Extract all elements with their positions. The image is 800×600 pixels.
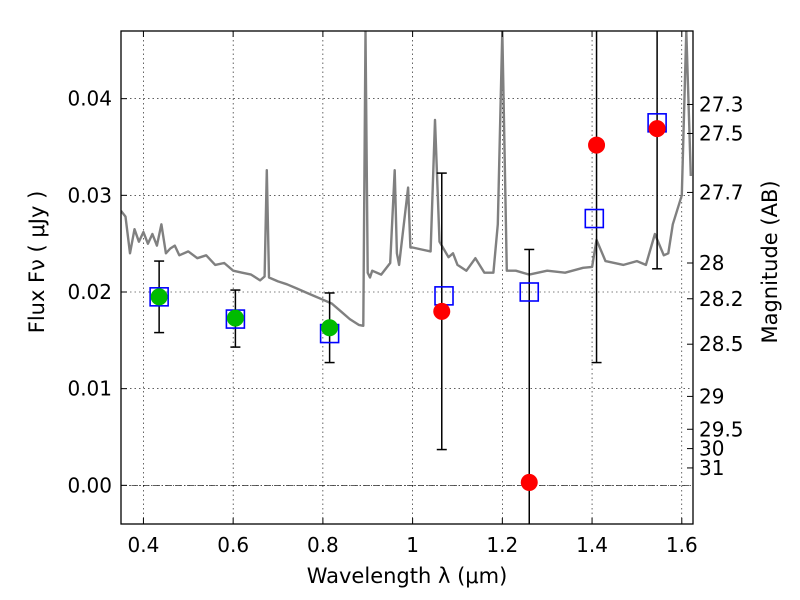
marker-layer [149,113,667,491]
x-tick-label: 0.6 [217,533,249,557]
model-photometry-square [149,287,169,307]
y2-tick-label: 28.2 [699,287,744,311]
y2-axis-label: Magnitude (AB) [758,180,782,343]
y2-tick-label: 27.3 [699,92,744,116]
y-tick-label: 0.00 [67,473,112,497]
observed-point [648,120,666,138]
model-photometry-square [584,208,605,229]
observed-point [588,136,606,154]
x-tick-label: 1.4 [576,533,608,557]
y2-tick-label: 30 [699,437,724,461]
y-tick-label: 0.03 [67,183,112,207]
x-tick-label: 1.6 [666,533,698,557]
x-tick-label: 0.4 [128,533,160,557]
observed-point [520,473,538,491]
y-tick-label: 0.01 [67,377,112,401]
y-tick-label: 0.02 [67,280,112,304]
y-axis-label: Flux Fν ( μJy ) [25,191,49,334]
y2-tick-label: 29.5 [699,417,744,441]
ticks: 0.4 0.6 0.8 1 1.2 1.4 1.6 0.00 0.01 0.02 0.03 0.04 2… [67,31,744,557]
x-tick-label: 1.2 [486,533,518,557]
observed-point [150,288,168,306]
model-spectrum-line [121,31,692,327]
y2-tick-label: 27.5 [699,121,744,145]
plot-area [121,31,693,524]
spectrum-layer [121,31,692,327]
observed-point [226,309,244,327]
observed-point [433,302,451,320]
y2-tick-label: 28 [699,251,724,275]
y-tick-label: 0.04 [67,87,112,111]
y2-tick-label: 29 [699,384,724,408]
x-tick-label: 1 [406,533,419,557]
x-axis-label: Wavelength λ (μm) [307,564,508,588]
y2-tick-label: 27.7 [699,180,744,204]
plot-frame [120,30,694,525]
y2-tick-label: 31 [699,456,724,480]
grid [121,31,693,524]
observed-point [321,319,339,337]
x-tick-label: 0.8 [307,533,339,557]
y2-tick-label: 28.5 [699,332,744,356]
model-photometry-square [519,282,540,302]
